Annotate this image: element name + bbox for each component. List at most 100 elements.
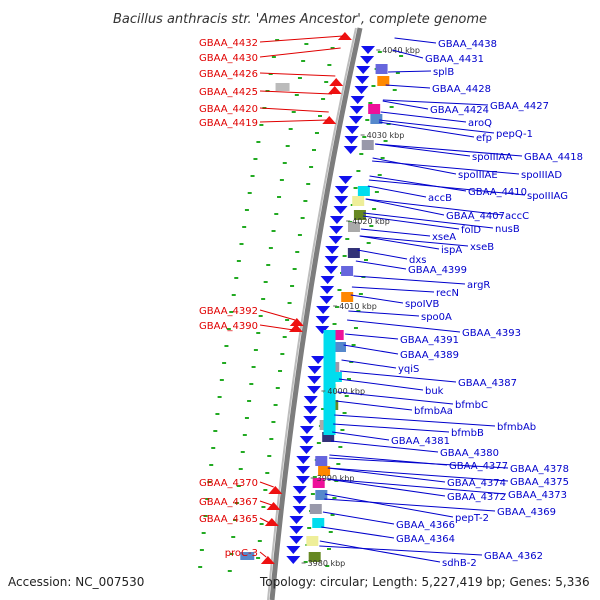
reverse-gene-arrow <box>329 226 344 234</box>
gene-label: GBAA_4378 <box>510 464 569 475</box>
reverse-gene-arrow <box>360 46 375 54</box>
reverse-gene-arrow <box>307 376 322 384</box>
gene-block <box>315 490 328 500</box>
gene-label: GBAA_4364 <box>396 534 455 545</box>
gene-block <box>353 210 366 220</box>
gene-block <box>322 432 335 442</box>
gene-label: GBAA_4370 <box>199 478 258 489</box>
gene-label: GBAA_4432 <box>199 38 258 49</box>
reverse-gene-arrow <box>292 496 307 504</box>
label-leader <box>321 526 395 539</box>
gene-label: bfmbAb <box>497 422 536 433</box>
gene-label: spoIIIAG <box>527 191 568 202</box>
reverse-gene-arrow <box>292 506 307 514</box>
label-leader <box>259 107 329 113</box>
forward-gene-arrow <box>266 502 281 510</box>
reverse-gene-arrow <box>356 66 371 74</box>
gene-block <box>306 536 319 546</box>
gene-block <box>333 342 346 352</box>
label-leader <box>382 99 489 106</box>
gene-block <box>368 104 381 114</box>
gene-label: GBAA_4419 <box>199 118 258 129</box>
gene-label: buk <box>425 386 444 397</box>
gene-block <box>309 504 322 514</box>
gene-block <box>275 83 290 91</box>
reverse-gene-arrow <box>325 246 340 254</box>
gene-block <box>315 456 328 466</box>
gene-block <box>318 466 331 476</box>
reverse-gene-arrow <box>311 356 326 364</box>
gene-block <box>341 292 354 302</box>
reverse-gene-arrow <box>360 56 375 64</box>
gene-block <box>341 266 354 276</box>
gene-block <box>370 114 383 124</box>
label-leader <box>353 275 466 285</box>
gene-label: GBAA_4424 <box>430 105 489 116</box>
label-leader <box>324 498 496 512</box>
label-leader <box>259 551 267 558</box>
gene-block <box>312 478 325 488</box>
reverse-gene-arrow <box>296 466 311 474</box>
gene-label: GBAA_4365 <box>199 514 258 525</box>
reverse-gene-arrow <box>315 316 330 324</box>
reverse-gene-arrow <box>355 76 370 84</box>
label-leader <box>259 119 328 123</box>
reverse-gene-arrow <box>303 406 318 414</box>
label-leader <box>367 185 427 198</box>
gene-label: GBAA_4399 <box>408 265 467 276</box>
gene-label: recN <box>436 288 459 299</box>
reverse-gene-arrow <box>286 556 301 564</box>
label-leader <box>363 212 494 229</box>
label-leader <box>337 391 454 405</box>
label-leader <box>259 47 341 58</box>
gene-label: sdhB-2 <box>442 558 477 569</box>
gene-label: GBAA_4393 <box>462 328 521 339</box>
gene-blocks <box>240 64 390 562</box>
label-leader <box>259 481 274 488</box>
kbp-label: 4000 kbp <box>327 387 365 396</box>
reverse-gene-arrow <box>320 276 335 284</box>
kbp-label: 4010 kbp <box>339 302 377 311</box>
kbp-label: 4040 kbp <box>382 46 420 55</box>
label-leader <box>379 119 495 134</box>
label-leader <box>333 423 450 433</box>
gene-label: GBAA_4375 <box>510 477 569 488</box>
reverse-gene-arrow <box>316 306 331 314</box>
gene-label: GBAA_4390 <box>199 321 258 332</box>
reverse-gene-arrow <box>348 116 363 124</box>
gene-label: argR <box>467 280 490 291</box>
gene-block <box>361 140 374 150</box>
reverse-gene-arrow <box>299 436 314 444</box>
label-leader <box>385 84 431 89</box>
gene-label: splB <box>433 67 454 78</box>
gene-label: GBAA_4389 <box>400 350 459 361</box>
gene-label: GBAA_4362 <box>484 551 543 562</box>
gene-block <box>308 552 321 562</box>
reverse-gene-arrow <box>349 106 364 114</box>
gene-label: xseA <box>432 232 456 243</box>
label-leader <box>368 179 526 196</box>
forward-gene-arrow <box>260 556 275 564</box>
forward-gene-arrow <box>289 318 304 326</box>
label-leader <box>259 517 270 524</box>
gene-label: bfmbAa <box>414 406 453 417</box>
label-leader <box>355 260 407 270</box>
label-leader <box>334 414 496 427</box>
gene-label: GBAA_4418 <box>524 152 583 163</box>
reverse-gene-arrow <box>319 296 334 304</box>
gene-label: spoIIIAD <box>521 170 562 181</box>
gene-label: spoIIIAA <box>472 152 513 163</box>
label-leader <box>259 72 336 77</box>
label-leader <box>351 286 435 293</box>
reverse-gene-arrow <box>299 426 314 434</box>
gene-label: GBAA_4427 <box>490 101 549 112</box>
reverse-gene-arrow <box>338 176 353 184</box>
label-leader <box>341 359 397 369</box>
reverse-gene-arrow <box>324 256 339 264</box>
forward-gene-arrow <box>322 116 337 124</box>
gene-label: GBAA_4373 <box>508 490 567 501</box>
gene-arrows <box>260 32 375 564</box>
label-leader <box>347 319 461 333</box>
label-leader <box>319 540 441 563</box>
label-leader <box>392 49 424 59</box>
